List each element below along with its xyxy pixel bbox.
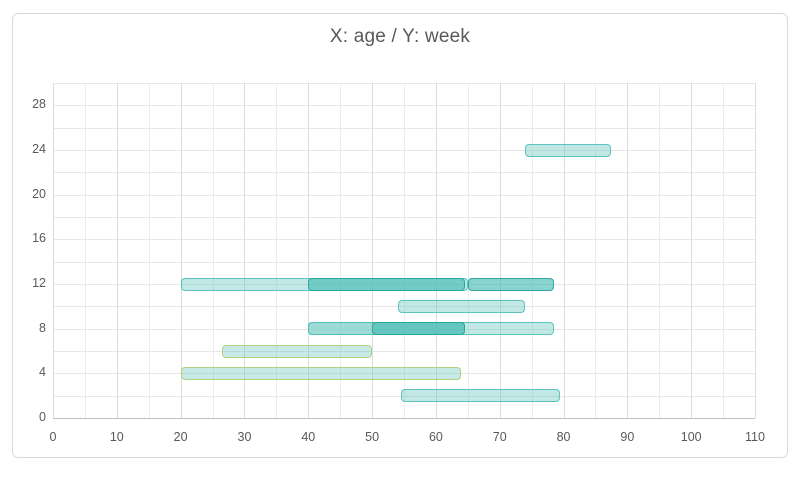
major-vertical-gridline bbox=[564, 83, 565, 418]
minor-vertical-gridline bbox=[340, 83, 341, 418]
major-vertical-gridline bbox=[372, 83, 373, 418]
range-bar bbox=[525, 143, 612, 157]
minor-vertical-gridline bbox=[659, 83, 660, 418]
range-bar bbox=[400, 389, 561, 403]
major-vertical-gridline bbox=[627, 83, 628, 418]
minor-vertical-gridline bbox=[276, 83, 277, 418]
chart-frame bbox=[12, 13, 788, 458]
x-tick-label: 50 bbox=[365, 430, 380, 444]
minor-vertical-gridline bbox=[149, 83, 150, 418]
x-tick-label: 70 bbox=[492, 430, 507, 444]
major-vertical-gridline bbox=[691, 83, 692, 418]
major-vertical-gridline bbox=[53, 83, 54, 418]
major-vertical-gridline bbox=[181, 83, 182, 418]
minor-vertical-gridline bbox=[85, 83, 86, 418]
minor-vertical-gridline bbox=[213, 83, 214, 418]
x-tick-label: 110 bbox=[745, 430, 765, 444]
x-tick-label: 20 bbox=[173, 430, 188, 444]
x-tick-label: 100 bbox=[680, 430, 702, 444]
range-bar bbox=[222, 344, 373, 358]
range-bar bbox=[308, 277, 465, 291]
x-tick-label: 0 bbox=[49, 430, 57, 444]
range-bar bbox=[180, 366, 462, 380]
range-bar bbox=[467, 277, 554, 291]
major-vertical-gridline bbox=[500, 83, 501, 418]
minor-vertical-gridline bbox=[595, 83, 596, 418]
y-tick-label: 0 bbox=[39, 410, 46, 424]
x-axis-line bbox=[53, 418, 755, 419]
minor-vertical-gridline bbox=[468, 83, 469, 418]
x-tick-label: 30 bbox=[237, 430, 252, 444]
minor-vertical-gridline bbox=[532, 83, 533, 418]
y-tick-label: 4 bbox=[39, 365, 46, 380]
x-tick-label: 60 bbox=[428, 430, 443, 444]
y-tick-label: 28 bbox=[32, 97, 46, 112]
y-tick-label: 12 bbox=[32, 276, 46, 290]
chart-title: X: age / Y: week bbox=[329, 26, 471, 47]
y-tick-label: 16 bbox=[32, 231, 46, 246]
y-tick-label: 8 bbox=[39, 320, 46, 335]
major-vertical-gridline bbox=[755, 83, 756, 418]
x-tick-label: 10 bbox=[109, 430, 124, 444]
minor-vertical-gridline bbox=[404, 83, 405, 418]
major-vertical-gridline bbox=[308, 83, 309, 418]
x-tick-label: 80 bbox=[556, 430, 571, 444]
range-bar bbox=[372, 322, 465, 336]
major-vertical-gridline bbox=[436, 83, 437, 418]
major-vertical-gridline bbox=[117, 83, 118, 418]
x-tick-label: 40 bbox=[301, 430, 316, 444]
minor-vertical-gridline bbox=[723, 83, 724, 418]
range-bar bbox=[397, 299, 526, 313]
y-tick-label: 20 bbox=[32, 186, 46, 201]
x-tick-label: 90 bbox=[620, 430, 635, 444]
y-tick-label: 24 bbox=[32, 142, 46, 156]
major-vertical-gridline bbox=[244, 83, 245, 418]
